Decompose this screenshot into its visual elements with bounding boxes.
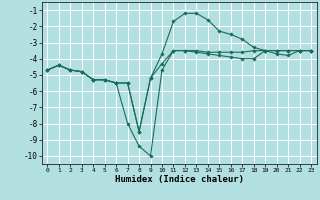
X-axis label: Humidex (Indice chaleur): Humidex (Indice chaleur) [115,175,244,184]
